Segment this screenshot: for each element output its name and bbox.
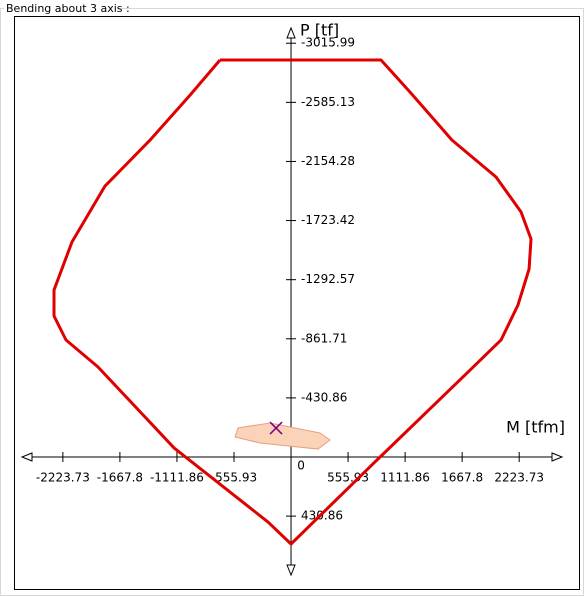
x-tick-label: 1111.86 bbox=[380, 471, 430, 485]
interaction-curve bbox=[52, 58, 533, 546]
arrow bbox=[286, 26, 296, 39]
x-tick-label: 2223.73 bbox=[494, 471, 544, 485]
x-axis-label: M [tfm] bbox=[506, 418, 565, 437]
y-tick-label: -1292.57 bbox=[301, 272, 355, 286]
arrow bbox=[551, 452, 564, 462]
plot-frame bbox=[14, 16, 580, 590]
origin-label: 0 bbox=[297, 459, 305, 473]
group-box-label-bg bbox=[4, 2, 118, 16]
load-region bbox=[234, 422, 331, 450]
x-tick-label: -555.93 bbox=[211, 471, 257, 485]
y-axis-label: P [tf] bbox=[300, 21, 339, 40]
y-tick-label: -1723.42 bbox=[301, 213, 355, 227]
x-tick-label: -1667.8 bbox=[97, 471, 143, 485]
x-tick-label: -2223.73 bbox=[36, 471, 90, 485]
arrow bbox=[20, 452, 33, 462]
x-tick-label: 1667.8 bbox=[441, 471, 483, 485]
y-tick-label: -2585.13 bbox=[301, 95, 355, 109]
y-tick-label: -2154.28 bbox=[301, 154, 355, 168]
y-tick-label: -861.71 bbox=[301, 331, 347, 345]
panel-title: Bending about 3 axis : bbox=[6, 2, 130, 15]
arrow bbox=[286, 564, 296, 577]
y-tick-label: -430.86 bbox=[301, 390, 347, 404]
load-point bbox=[269, 421, 283, 435]
y-tick-label: -3015.99 bbox=[301, 36, 355, 50]
x-tick-label: 555.93 bbox=[327, 471, 369, 485]
x-tick-label: -1111.86 bbox=[150, 471, 204, 485]
